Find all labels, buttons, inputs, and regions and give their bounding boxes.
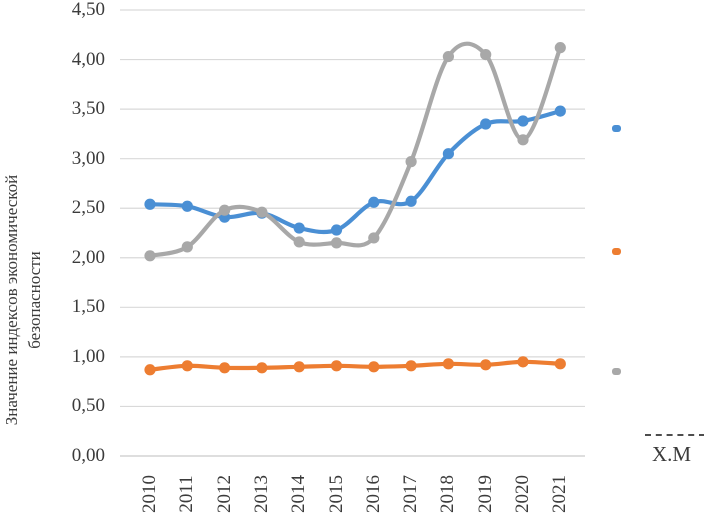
- series-orange-marker: [442, 358, 454, 370]
- series-blue-marker: [330, 224, 343, 236]
- y-tick-label: 3,50: [71, 98, 105, 120]
- series-gray-legend-marker-icon: [612, 368, 621, 375]
- series-blue-marker: [480, 118, 492, 130]
- series-gray-line: [147, 41, 563, 258]
- series-orange-legend-marker-icon: [612, 248, 621, 255]
- series-blue-marker: [442, 148, 454, 160]
- y-tick-label: 1,00: [71, 345, 105, 367]
- series-gray-marker: [144, 250, 156, 262]
- series-orange-marker: [144, 364, 156, 376]
- series-blue-marker: [144, 198, 156, 210]
- legend-partial-label: Х.М: [652, 442, 692, 466]
- series-blue-marker: [293, 222, 305, 234]
- series-gray-marker: [480, 49, 492, 61]
- series-orange-marker: [480, 359, 492, 371]
- y-tick-label: 4,00: [71, 48, 105, 70]
- series-blue-line: [147, 109, 563, 235]
- series-orange-marker: [368, 361, 380, 373]
- series-blue-marker: [554, 105, 566, 117]
- y-tick-label: 3,00: [71, 147, 105, 169]
- series-blue-marker: [181, 200, 193, 212]
- series-orange-marker: [219, 362, 231, 374]
- y-tick-label: 0,00: [71, 445, 105, 466]
- y-tick-label: 4,50: [71, 0, 105, 20]
- series-orange-marker: [256, 362, 268, 374]
- y-tick-label: 0,50: [71, 395, 105, 417]
- series-gray-marker: [368, 232, 380, 244]
- series-gray-marker: [442, 50, 454, 63]
- series-orange-marker: [554, 358, 566, 370]
- series-gray-marker: [181, 241, 193, 253]
- y-tick-label: 2,50: [71, 197, 105, 219]
- series-orange-marker: [293, 361, 305, 373]
- series-gray-marker: [219, 204, 231, 216]
- series-blue-marker: [517, 115, 529, 127]
- series-blue-marker: [368, 196, 380, 208]
- legend-dashed-line-icon: [645, 434, 704, 436]
- series-gray-marker: [256, 206, 268, 218]
- series-orange-line: [147, 359, 563, 372]
- series-gray-marker: [517, 134, 529, 146]
- series-orange-marker: [181, 360, 193, 372]
- series-gray-marker: [554, 42, 566, 54]
- series-blue-legend-marker-icon: [612, 125, 621, 132]
- series-gray-marker: [405, 156, 417, 168]
- y-tick-label: 1,50: [71, 296, 105, 318]
- series-orange-marker: [330, 360, 343, 372]
- series-gray-marker: [293, 236, 305, 248]
- series-gray-marker: [330, 237, 343, 249]
- series-orange-marker: [405, 360, 417, 372]
- series-orange-marker: [517, 356, 529, 368]
- series-blue-marker: [405, 195, 417, 207]
- y-tick-label: 2,00: [71, 246, 105, 268]
